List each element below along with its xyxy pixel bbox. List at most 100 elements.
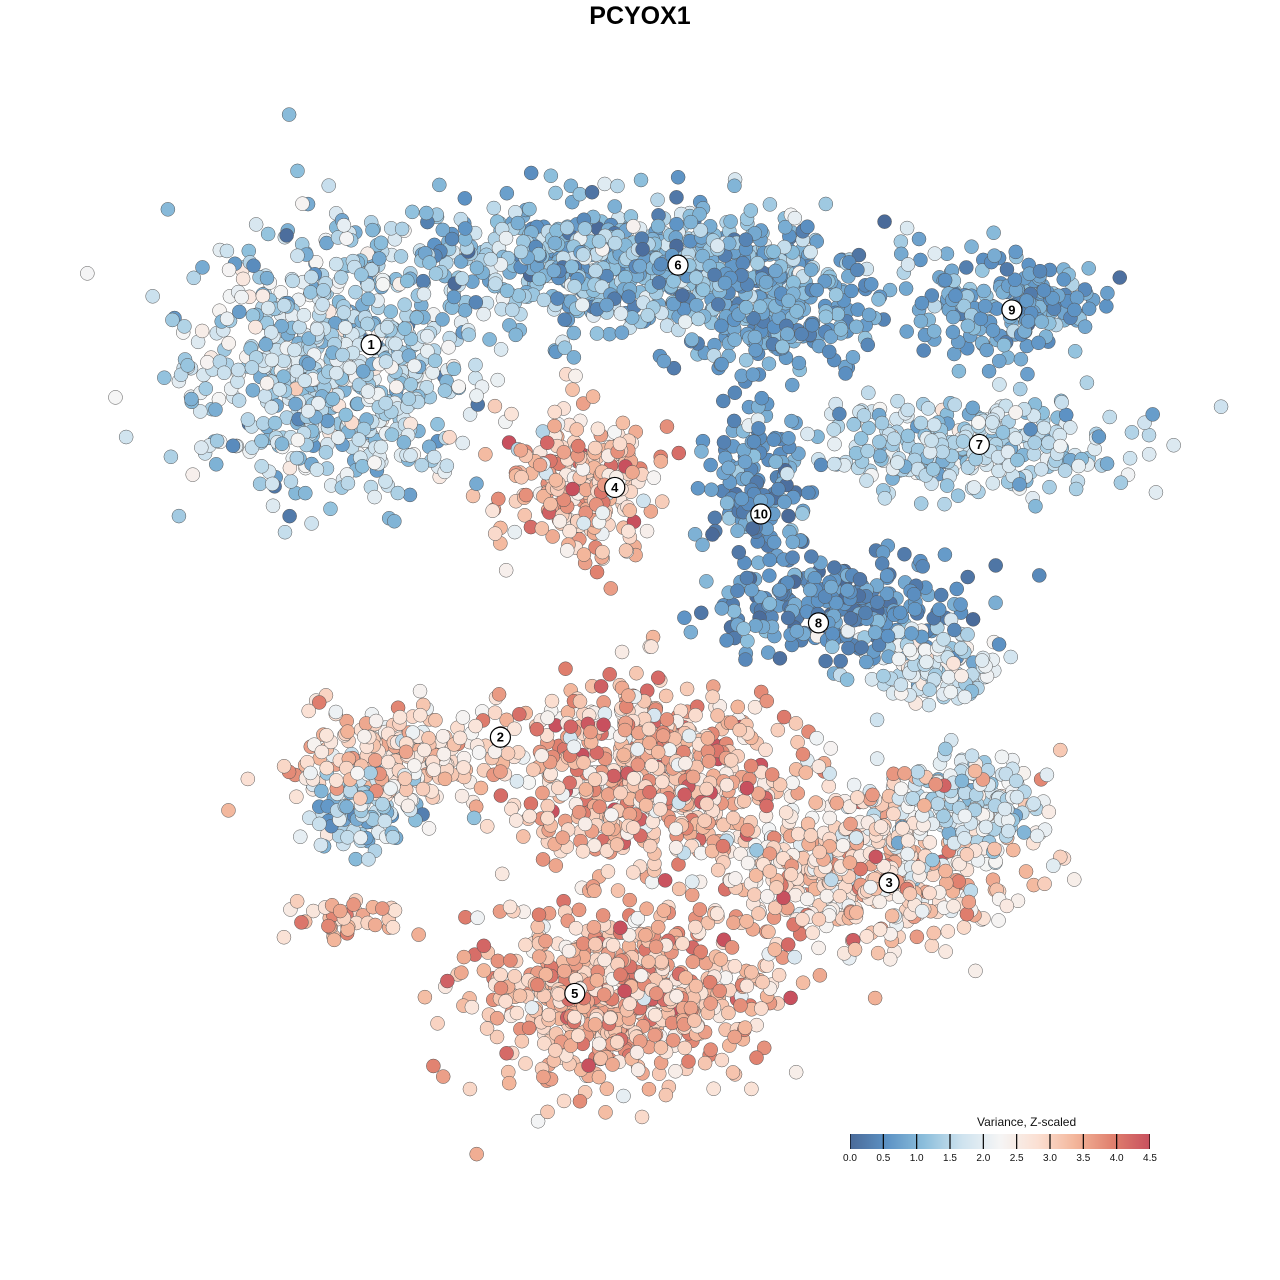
data-point bbox=[697, 813, 712, 828]
data-point bbox=[748, 618, 763, 633]
data-point bbox=[771, 967, 787, 983]
data-point bbox=[946, 346, 962, 362]
data-point bbox=[195, 260, 210, 275]
data-point bbox=[979, 342, 994, 358]
data-point bbox=[772, 651, 788, 666]
data-point bbox=[994, 749, 1010, 765]
data-point bbox=[259, 375, 275, 391]
data-point bbox=[1091, 429, 1107, 444]
data-point bbox=[522, 808, 537, 824]
data-point bbox=[906, 587, 922, 602]
data-point bbox=[683, 214, 699, 230]
data-point bbox=[850, 790, 865, 805]
data-point bbox=[985, 323, 1001, 338]
data-point bbox=[375, 796, 390, 812]
data-point bbox=[625, 465, 640, 480]
data-point bbox=[480, 819, 495, 834]
data-point bbox=[959, 847, 975, 862]
data-point bbox=[510, 215, 526, 231]
data-point bbox=[1001, 823, 1016, 839]
data-point bbox=[500, 746, 516, 761]
data-point bbox=[924, 938, 940, 953]
data-point bbox=[1016, 825, 1032, 840]
data-point bbox=[657, 873, 673, 888]
data-point bbox=[521, 1020, 537, 1036]
data-point bbox=[531, 271, 547, 287]
data-point bbox=[235, 271, 251, 287]
data-point bbox=[762, 864, 778, 879]
data-point bbox=[694, 444, 709, 459]
data-point bbox=[353, 791, 368, 806]
data-point bbox=[872, 448, 888, 464]
data-point bbox=[728, 871, 743, 886]
data-point bbox=[314, 783, 329, 799]
data-point bbox=[281, 107, 297, 122]
data-point bbox=[953, 597, 968, 612]
data-point bbox=[252, 476, 268, 492]
data-point bbox=[736, 793, 752, 809]
data-point bbox=[691, 311, 706, 327]
data-point bbox=[964, 239, 979, 254]
data-point bbox=[656, 353, 672, 369]
data-point bbox=[535, 852, 551, 867]
data-point bbox=[913, 313, 929, 329]
data-point bbox=[1067, 872, 1082, 887]
data-point bbox=[641, 721, 657, 737]
data-point bbox=[457, 191, 473, 206]
data-point bbox=[489, 1029, 505, 1045]
data-point bbox=[704, 482, 719, 497]
data-point bbox=[844, 283, 859, 299]
data-point bbox=[254, 433, 269, 449]
data-point bbox=[688, 707, 703, 723]
data-point bbox=[545, 529, 560, 544]
data-point bbox=[869, 712, 885, 728]
data-point bbox=[621, 688, 636, 703]
data-point bbox=[973, 311, 989, 327]
data-point bbox=[924, 288, 940, 303]
data-point bbox=[719, 495, 735, 511]
data-point bbox=[522, 201, 537, 217]
data-point bbox=[514, 1033, 530, 1049]
data-point bbox=[289, 894, 305, 909]
data-point bbox=[1003, 649, 1018, 665]
data-point bbox=[1013, 351, 1029, 367]
data-point bbox=[725, 1065, 741, 1080]
data-point bbox=[577, 816, 593, 832]
data-point bbox=[373, 235, 389, 251]
data-point bbox=[937, 496, 952, 512]
data-point bbox=[803, 244, 818, 260]
data-point bbox=[723, 214, 738, 229]
data-point bbox=[1039, 767, 1055, 783]
data-point bbox=[419, 380, 434, 395]
data-point bbox=[715, 838, 731, 854]
data-point bbox=[368, 752, 383, 768]
data-point bbox=[900, 257, 916, 272]
data-point bbox=[936, 808, 951, 824]
data-point bbox=[455, 710, 471, 725]
data-point bbox=[694, 605, 709, 621]
data-point bbox=[498, 563, 514, 578]
data-point bbox=[609, 837, 625, 852]
data-point bbox=[951, 874, 966, 889]
data-point bbox=[732, 722, 747, 738]
data-point bbox=[785, 775, 800, 791]
data-point bbox=[824, 639, 840, 655]
data-point bbox=[612, 436, 628, 452]
data-point bbox=[714, 601, 730, 616]
data-point bbox=[939, 246, 955, 262]
data-point bbox=[405, 204, 420, 220]
data-point bbox=[572, 694, 588, 709]
data-point bbox=[591, 1069, 607, 1085]
data-point bbox=[940, 924, 956, 939]
data-point bbox=[803, 262, 819, 277]
data-point bbox=[668, 821, 684, 837]
data-point bbox=[1081, 261, 1096, 276]
data-point bbox=[231, 362, 246, 378]
data-point bbox=[884, 908, 900, 924]
data-point bbox=[726, 413, 742, 429]
data-point bbox=[658, 1087, 674, 1103]
data-point bbox=[437, 383, 453, 398]
data-point bbox=[493, 967, 508, 983]
data-point bbox=[905, 791, 921, 806]
data-point bbox=[913, 252, 928, 268]
